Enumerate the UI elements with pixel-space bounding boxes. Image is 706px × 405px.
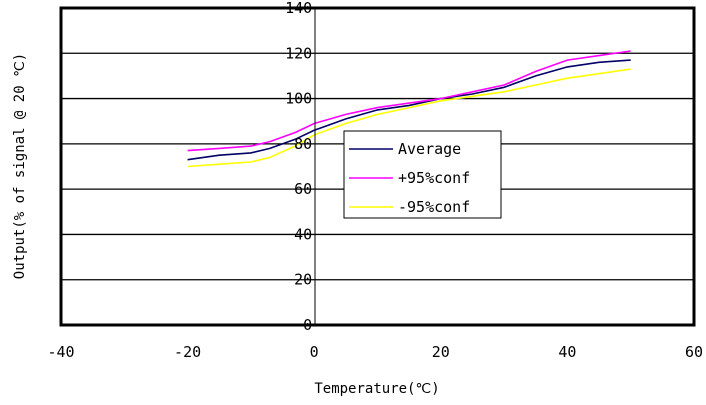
y-tick-label: 140 <box>285 0 312 17</box>
x-tick-label: -20 <box>174 343 201 361</box>
x-tick-label: 60 <box>685 343 703 361</box>
x-tick-label: -40 <box>47 343 74 361</box>
x-tick-labels: -40 -20 0 20 40 60 <box>47 343 703 361</box>
legend-label-0: Average <box>398 140 461 158</box>
y-axis-title: Output(% of signal @ 20 ℃) <box>12 53 28 279</box>
series-lines <box>187 50 631 168</box>
y-tick-label: 0 <box>303 316 312 334</box>
x-tick-label: 0 <box>310 343 319 361</box>
y-tick-label: 80 <box>294 135 312 153</box>
legend-box <box>343 130 502 219</box>
x-axis-title: Temperature(℃) <box>314 381 439 397</box>
legend-label-2: -95%conf <box>398 198 470 216</box>
legend-label-1: +95%conf <box>398 169 470 187</box>
y-tick-label: 60 <box>294 180 312 198</box>
y-tick-label: 20 <box>294 271 312 289</box>
y-tick-labels: 0 20 40 60 80 100 120 140 <box>285 0 312 334</box>
series-line-2 <box>187 68 631 168</box>
series-line-1 <box>187 50 631 152</box>
x-tick-label: 20 <box>432 343 450 361</box>
x-tick-label: 40 <box>558 343 576 361</box>
y-tick-label: 120 <box>285 44 312 62</box>
plot-area-border <box>59 6 696 327</box>
y-tick-label: 40 <box>294 225 312 243</box>
legend: Average +95%conf -95%conf <box>343 130 502 219</box>
series-line-0 <box>187 59 631 161</box>
y-tick-label: 100 <box>285 90 312 108</box>
